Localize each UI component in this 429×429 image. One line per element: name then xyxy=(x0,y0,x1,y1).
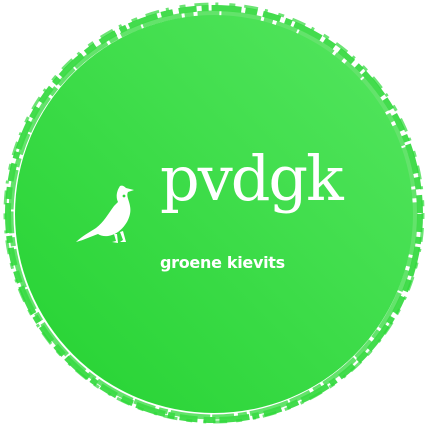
brand-wordmark: pvdgk xyxy=(160,142,344,215)
bird-icon xyxy=(76,185,134,243)
brand-tagline: groene kievits xyxy=(160,253,285,272)
